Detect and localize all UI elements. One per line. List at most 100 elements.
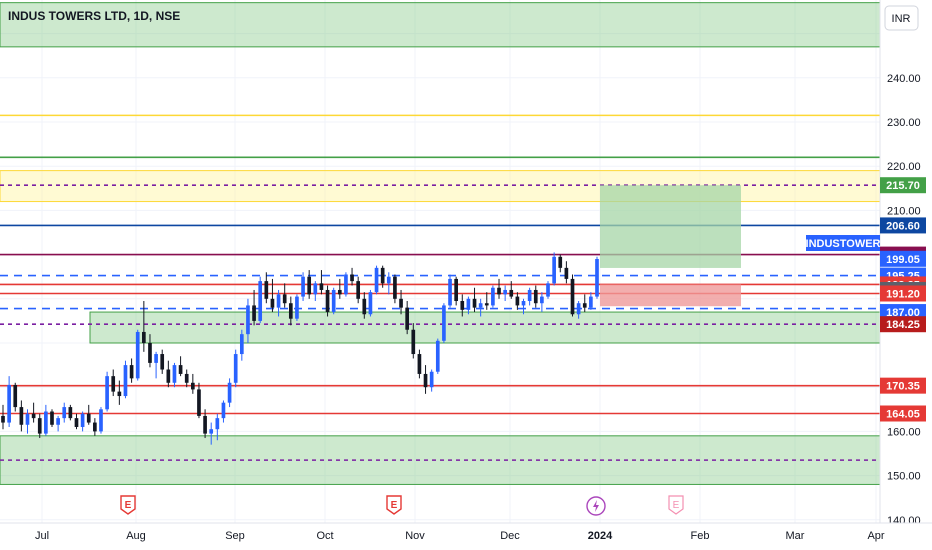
candle-body[interactable] bbox=[435, 340, 440, 372]
candle-body[interactable] bbox=[246, 305, 250, 335]
candle-body[interactable] bbox=[233, 354, 238, 383]
candle-body[interactable] bbox=[515, 296, 520, 306]
candle-body[interactable] bbox=[258, 281, 263, 321]
candle-body[interactable] bbox=[129, 365, 134, 379]
candle-body[interactable] bbox=[368, 292, 373, 315]
candle-body[interactable] bbox=[56, 418, 60, 425]
candle-body[interactable] bbox=[19, 407, 24, 425]
candle-body[interactable] bbox=[142, 331, 146, 343]
candle-body[interactable] bbox=[521, 301, 526, 306]
candle-body[interactable] bbox=[570, 278, 575, 315]
candle-body[interactable] bbox=[405, 307, 410, 330]
candle-body[interactable] bbox=[380, 267, 385, 284]
candle-body[interactable] bbox=[301, 276, 305, 297]
candle-body[interactable] bbox=[80, 413, 85, 427]
candle-body[interactable] bbox=[215, 418, 220, 430]
candle-body[interactable] bbox=[295, 296, 299, 319]
candle-body[interactable] bbox=[307, 276, 312, 295]
time-axis[interactable]: Jul Aug Sep Oct Nov Dec 2024 Feb Mar Apr bbox=[35, 530, 885, 542]
candle-body[interactable] bbox=[540, 296, 544, 304]
candle-body[interactable] bbox=[203, 415, 207, 434]
candle-body[interactable] bbox=[105, 376, 109, 410]
candle-body[interactable] bbox=[344, 274, 348, 295]
candle-body[interactable] bbox=[270, 298, 275, 308]
candle-body[interactable] bbox=[184, 373, 189, 383]
candle-body[interactable] bbox=[356, 281, 361, 299]
candle-body[interactable] bbox=[37, 418, 42, 434]
candle-body[interactable] bbox=[7, 384, 11, 423]
candle-body[interactable] bbox=[190, 382, 195, 390]
candle-body[interactable] bbox=[209, 429, 214, 434]
candle-body[interactable] bbox=[448, 278, 452, 306]
candle-body[interactable] bbox=[276, 294, 281, 308]
candle-body[interactable] bbox=[454, 278, 458, 302]
candle-body[interactable] bbox=[527, 289, 532, 302]
candle-body[interactable] bbox=[160, 354, 165, 370]
candle-body[interactable] bbox=[111, 376, 116, 392]
candle-body[interactable] bbox=[13, 384, 18, 408]
candle-body[interactable] bbox=[393, 276, 397, 299]
candle-body[interactable] bbox=[362, 298, 367, 315]
candle-body[interactable] bbox=[288, 303, 293, 319]
candle-body[interactable] bbox=[86, 413, 91, 423]
candle-body[interactable] bbox=[25, 413, 30, 425]
currency-label[interactable]: INR bbox=[892, 13, 911, 25]
candle-body[interactable] bbox=[564, 267, 569, 279]
candle-body[interactable] bbox=[227, 382, 232, 403]
price-axis[interactable]: 240.00230.00220.00210.00160.00150.00140.… bbox=[887, 73, 921, 527]
candles[interactable] bbox=[1, 252, 599, 445]
long-position-tool[interactable] bbox=[600, 185, 741, 307]
candle-body[interactable] bbox=[93, 422, 97, 432]
candle-body[interactable] bbox=[325, 289, 330, 313]
candle-body[interactable] bbox=[582, 303, 587, 308]
candle-body[interactable] bbox=[546, 283, 550, 297]
candle-body[interactable] bbox=[1, 415, 5, 423]
candle-body[interactable] bbox=[411, 329, 416, 355]
candle-body[interactable] bbox=[44, 411, 48, 434]
candle-body[interactable] bbox=[478, 303, 483, 308]
candle-body[interactable] bbox=[154, 354, 158, 363]
candle-body[interactable] bbox=[31, 413, 36, 419]
candle-body[interactable] bbox=[509, 289, 514, 297]
candle-body[interactable] bbox=[319, 283, 324, 290]
candle-body[interactable] bbox=[589, 296, 593, 308]
candle-body[interactable] bbox=[484, 303, 489, 306]
candle-body[interactable] bbox=[117, 391, 122, 397]
candle-body[interactable] bbox=[264, 281, 269, 299]
candle-body[interactable] bbox=[503, 289, 507, 295]
candle-body[interactable] bbox=[576, 303, 581, 315]
candle-body[interactable] bbox=[442, 305, 446, 341]
candle-body[interactable] bbox=[313, 283, 318, 295]
candle-body[interactable] bbox=[429, 371, 434, 388]
candle-body[interactable] bbox=[123, 365, 128, 397]
candle-body[interactable] bbox=[172, 365, 177, 383]
candle-body[interactable] bbox=[533, 289, 538, 304]
candle-body[interactable] bbox=[62, 407, 67, 419]
currency-button[interactable]: INR bbox=[884, 5, 919, 31]
candle-body[interactable] bbox=[350, 274, 354, 282]
candle-body[interactable] bbox=[399, 298, 403, 308]
candle-body[interactable] bbox=[417, 354, 422, 374]
candle-body[interactable] bbox=[337, 289, 342, 295]
candle-body[interactable] bbox=[148, 343, 152, 363]
candle-body[interactable] bbox=[595, 259, 599, 297]
candle-body[interactable] bbox=[50, 411, 54, 425]
candle-body[interactable] bbox=[491, 287, 495, 306]
candle-body[interactable] bbox=[460, 301, 465, 310]
candle-body[interactable] bbox=[282, 294, 287, 304]
candle-body[interactable] bbox=[466, 298, 471, 310]
candle-body[interactable] bbox=[135, 331, 140, 379]
candle-body[interactable] bbox=[331, 289, 336, 313]
stop-zone[interactable] bbox=[600, 284, 741, 307]
candle-body[interactable] bbox=[552, 256, 556, 284]
candle-body[interactable] bbox=[239, 334, 244, 355]
candle-body[interactable] bbox=[252, 305, 256, 321]
candle-body[interactable] bbox=[178, 365, 183, 374]
candle-body[interactable] bbox=[74, 418, 79, 427]
candle-body[interactable] bbox=[374, 267, 379, 293]
candle-body[interactable] bbox=[221, 402, 226, 419]
candle-body[interactable] bbox=[472, 298, 477, 308]
candle-body[interactable] bbox=[99, 409, 103, 432]
candle-body[interactable] bbox=[197, 389, 201, 416]
